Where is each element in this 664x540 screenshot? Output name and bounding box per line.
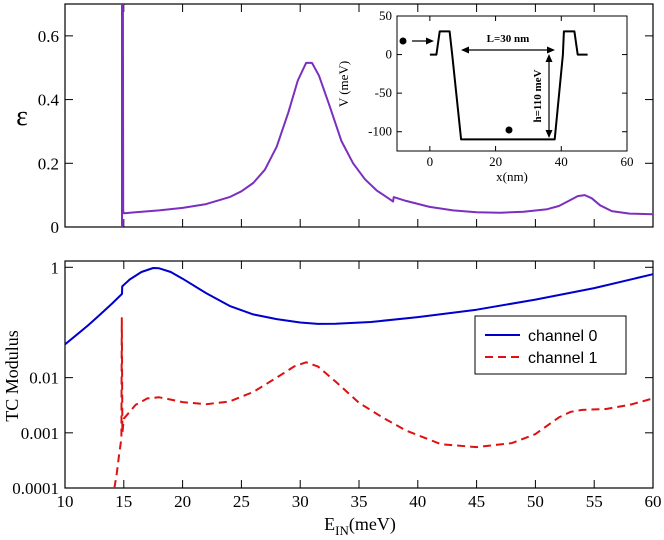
y-tick-label: 0.01 xyxy=(29,369,59,388)
top-series xyxy=(121,3,654,227)
series-line-channel-1 xyxy=(113,317,654,489)
inset-ticks: 0 20 40 60 -100 -50 0 50 xyxy=(368,8,633,169)
series-line-potential xyxy=(429,30,588,141)
inset-y-tick-label: -100 xyxy=(368,124,392,139)
legend: channel 0 channel 1 xyxy=(474,315,627,375)
x-tick-label: 25 xyxy=(233,492,250,511)
legend-label-channel-0: channel 0 xyxy=(528,328,597,345)
series-line-epsilon xyxy=(121,3,654,227)
depth-annotation: h=110 meV xyxy=(532,69,544,122)
x-tick-label: 15 xyxy=(115,492,132,511)
x-tick-label: 20 xyxy=(174,492,191,511)
depth-arrowhead-top xyxy=(545,54,553,62)
legend-box xyxy=(474,315,627,375)
bottom-x-axis-title: EIN(meV) xyxy=(324,514,396,538)
x-tick-label: 10 xyxy=(57,492,74,511)
inset-panel: 0 20 40 60 -100 -50 0 50 L=30 nm h=110 meV x(nm… xyxy=(336,8,634,184)
y-tick-label: 0 xyxy=(51,218,60,237)
inset-y-tick-label: 50 xyxy=(379,8,392,23)
bottom-y-axis-title: TC Modulus xyxy=(2,330,22,422)
well-particle-dot xyxy=(505,126,513,134)
y-tick-label: 0.001 xyxy=(21,424,59,443)
depth-arrowhead-bottom xyxy=(545,130,553,138)
inset-x-axis-title: x(nm) xyxy=(496,169,528,184)
inset-x-tick-label: 0 xyxy=(427,154,434,169)
incoming-arrowhead xyxy=(426,37,434,45)
y-tick-label: 0.4 xyxy=(38,91,60,110)
x-tick-label: 50 xyxy=(527,492,544,511)
inset-x-tick-label: 20 xyxy=(489,154,502,169)
width-annotation: L=30 nm xyxy=(487,33,530,45)
inset-x-tick-label: 40 xyxy=(555,154,568,169)
bottom-panel: 10 15 20 25 30 35 40 45 50 55 60 1 0.01 0.001 0.0001 T… xyxy=(2,258,662,538)
top-y-axis-title: ε xyxy=(16,101,28,132)
y-tick-label: 0.2 xyxy=(38,154,59,173)
x-axis-title-unit: (meV) xyxy=(349,514,396,535)
inset-y-tick-label: 0 xyxy=(386,47,393,62)
x-tick-label: 35 xyxy=(351,492,368,511)
top-panel: 0 0.2 0.4 0.6 ε xyxy=(16,3,654,237)
x-tick-label: 40 xyxy=(409,492,426,511)
legend-label-channel-1: channel 1 xyxy=(528,350,597,367)
inset-annotations: L=30 nm h=110 meV xyxy=(399,33,555,138)
y-tick-label: 0.0001 xyxy=(12,479,59,498)
inset-y-axis-title: V (meV) xyxy=(336,61,351,107)
inset-x-tick-label: 60 xyxy=(621,154,634,169)
y-tick-label: 0.6 xyxy=(38,27,59,46)
incoming-particle-dot xyxy=(399,37,407,45)
bottom-series xyxy=(64,267,654,489)
x-axis-title-main: E xyxy=(324,514,335,534)
width-arrowhead-right xyxy=(547,46,555,54)
series-line-channel-0 xyxy=(64,267,654,346)
inset-y-tick-label: -50 xyxy=(375,85,392,100)
x-tick-label: 45 xyxy=(468,492,485,511)
width-arrowhead-left xyxy=(461,46,469,54)
inset-series xyxy=(429,30,588,141)
x-tick-label: 55 xyxy=(586,492,603,511)
x-tick-label: 30 xyxy=(292,492,309,511)
x-axis-title-subscript: IN xyxy=(335,523,349,538)
x-tick-label: 60 xyxy=(645,492,662,511)
y-tick-label: 1 xyxy=(51,258,60,277)
bottom-ticks: 10 15 20 25 30 35 40 45 50 55 60 1 0.01 0.001 0.0001 xyxy=(12,258,661,511)
